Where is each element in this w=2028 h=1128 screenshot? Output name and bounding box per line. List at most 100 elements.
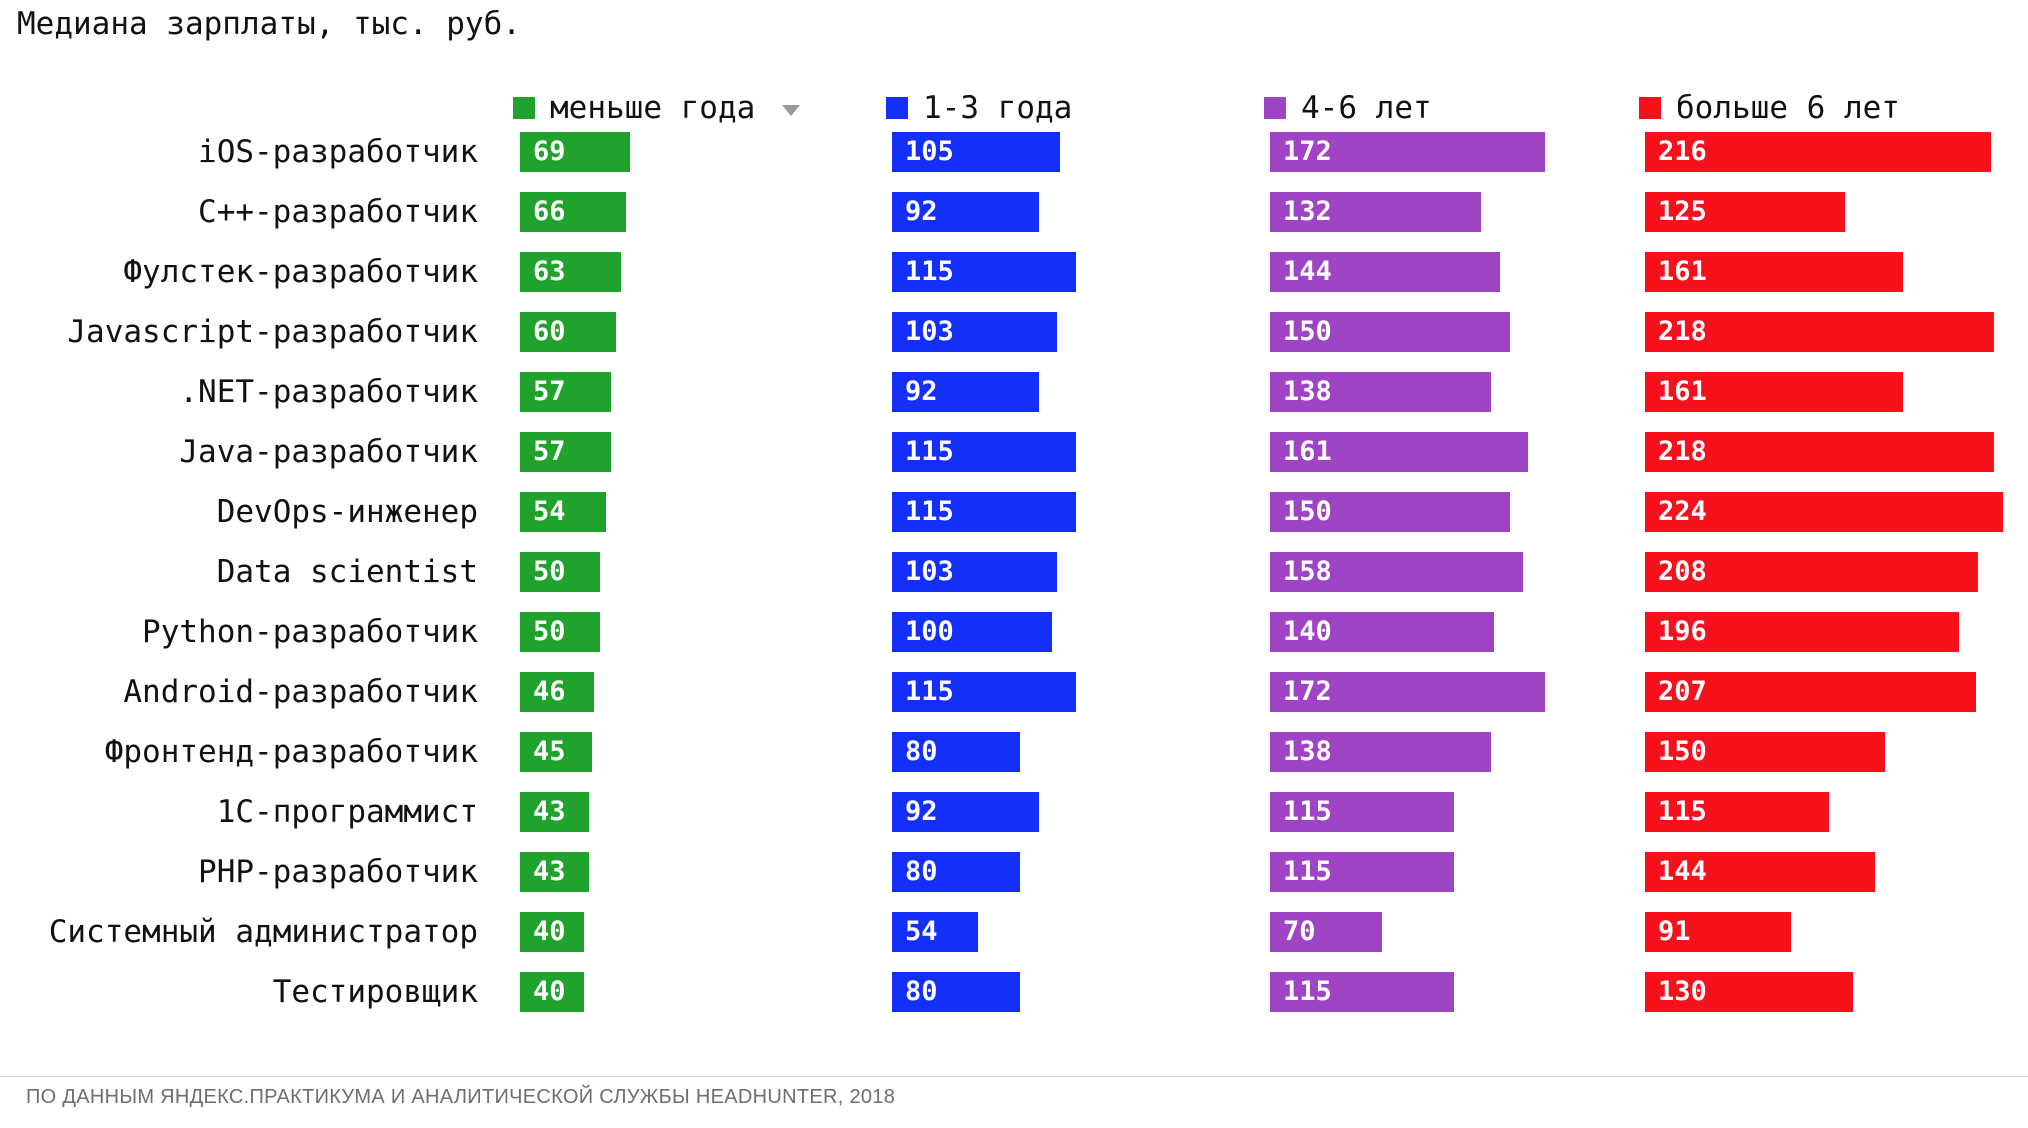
bar-value-label: 40	[533, 916, 566, 947]
bar: 91	[1645, 912, 1791, 952]
footer-divider	[0, 1076, 2028, 1077]
row-label: Java-разработчик	[179, 434, 478, 470]
bar-value-label: 216	[1658, 136, 1707, 167]
bar: 115	[892, 252, 1076, 292]
bar-value-label: 150	[1658, 736, 1707, 767]
bar: 144	[1645, 852, 1875, 892]
bar-value-label: 69	[533, 136, 566, 167]
bar: 80	[892, 852, 1020, 892]
bar: 63	[520, 252, 621, 292]
bar: 80	[892, 972, 1020, 1012]
bar: 54	[520, 492, 606, 532]
row-label: Android-разработчик	[123, 674, 478, 710]
bar-value-label: 158	[1283, 556, 1332, 587]
bar-value-label: 161	[1658, 376, 1707, 407]
bar: 40	[520, 912, 584, 952]
bar: 40	[520, 972, 584, 1012]
sort-dropdown-arrow-icon[interactable]	[782, 104, 801, 116]
bar: 92	[892, 192, 1039, 232]
legend-swatch-red	[1639, 97, 1661, 119]
bar: 103	[892, 552, 1057, 592]
bar-value-label: 208	[1658, 556, 1707, 587]
bar-value-label: 172	[1283, 676, 1332, 707]
bar: 115	[892, 672, 1076, 712]
row-label: C++-разработчик	[198, 194, 478, 230]
row-label: Фронтенд-разработчик	[104, 734, 478, 770]
legend-label: меньше года	[550, 90, 756, 126]
bar: 50	[520, 552, 600, 592]
row-label: Тестировщик	[272, 974, 478, 1010]
bar-value-label: 132	[1283, 196, 1332, 227]
bar-value-label: 103	[905, 556, 954, 587]
bar-value-label: 196	[1658, 616, 1707, 647]
bar: 158	[1270, 552, 1523, 592]
bar: 100	[892, 612, 1052, 652]
bar-value-label: 115	[1283, 796, 1332, 827]
bar-value-label: 207	[1658, 676, 1707, 707]
row-label: Фулстек-разработчик	[123, 254, 478, 290]
bar: 224	[1645, 492, 2003, 532]
bar: 69	[520, 132, 630, 172]
bar: 216	[1645, 132, 1991, 172]
bar: 115	[1270, 792, 1454, 832]
bar: 92	[892, 792, 1039, 832]
bar: 105	[892, 132, 1060, 172]
bar-value-label: 91	[1658, 916, 1691, 947]
legend-swatch-green	[513, 97, 535, 119]
row-label: DevOps-инженер	[216, 494, 478, 530]
bar-value-label: 63	[533, 256, 566, 287]
bar-value-label: 103	[905, 316, 954, 347]
bar: 80	[892, 732, 1020, 772]
bar: 60	[520, 312, 616, 352]
bar: 130	[1645, 972, 1853, 1012]
bar-value-label: 43	[533, 796, 566, 827]
footer-source-note: ПО ДАННЫМ ЯНДЕКС.ПРАКТИКУМА И АНАЛИТИЧЕС…	[26, 1086, 896, 1108]
bar-value-label: 100	[905, 616, 954, 647]
bar: 138	[1270, 732, 1491, 772]
legend-label: 4-6 лет	[1301, 90, 1432, 126]
row-label: PHP-разработчик	[198, 854, 478, 890]
legend-item-1-3-years: 1-3 года	[886, 90, 1072, 126]
bar: 57	[520, 432, 611, 472]
row-label: Системный администратор	[48, 914, 478, 950]
bar-value-label: 172	[1283, 136, 1332, 167]
bar-value-label: 92	[905, 196, 938, 227]
bar: 161	[1645, 372, 1903, 412]
bar-value-label: 150	[1283, 316, 1332, 347]
bar-value-label: 66	[533, 196, 566, 227]
legend-swatch-purple	[1264, 97, 1286, 119]
bar: 140	[1270, 612, 1494, 652]
bar-value-label: 161	[1283, 436, 1332, 467]
bar-value-label: 144	[1283, 256, 1332, 287]
bar-value-label: 50	[533, 556, 566, 587]
legend-swatch-blue	[886, 97, 908, 119]
row-label: .NET-разработчик	[179, 374, 478, 410]
bar-value-label: 80	[905, 976, 938, 1007]
bar-value-label: 54	[533, 496, 566, 527]
bar-value-label: 115	[905, 496, 954, 527]
bar: 66	[520, 192, 626, 232]
row-label: Python-разработчик	[142, 614, 478, 650]
legend-item-less-than-year[interactable]: меньше года	[513, 90, 801, 126]
bar-value-label: 70	[1283, 916, 1316, 947]
row-label: iOS-разработчик	[198, 134, 478, 170]
bar-value-label: 92	[905, 376, 938, 407]
bar: 218	[1645, 432, 1994, 472]
bar-value-label: 130	[1658, 976, 1707, 1007]
legend-item-more-6-years: больше 6 лет	[1639, 90, 1900, 126]
bar: 103	[892, 312, 1057, 352]
bar-value-label: 138	[1283, 376, 1332, 407]
bar-value-label: 218	[1658, 436, 1707, 467]
bar: 172	[1270, 132, 1545, 172]
bar-value-label: 115	[1283, 976, 1332, 1007]
bar-value-label: 115	[1283, 856, 1332, 887]
bar: 150	[1270, 492, 1510, 532]
bar: 150	[1270, 312, 1510, 352]
bar-value-label: 125	[1658, 196, 1707, 227]
bar: 172	[1270, 672, 1545, 712]
bar: 196	[1645, 612, 1959, 652]
bar-value-label: 60	[533, 316, 566, 347]
bar-value-label: 218	[1658, 316, 1707, 347]
bar: 115	[1645, 792, 1829, 832]
bar-value-label: 115	[1658, 796, 1707, 827]
